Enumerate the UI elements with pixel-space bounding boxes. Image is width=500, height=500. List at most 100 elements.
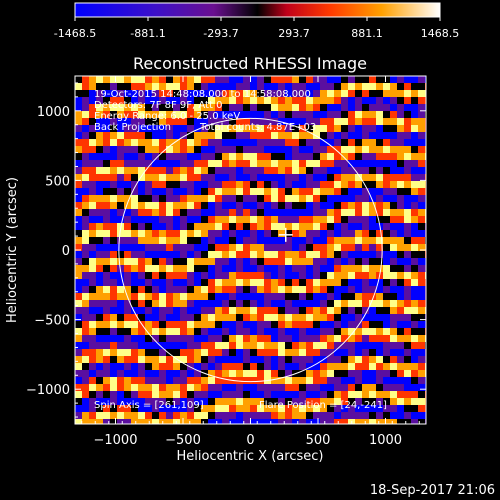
heatmap-cell xyxy=(418,181,426,189)
heatmap-cell xyxy=(397,286,405,294)
heatmap-cell xyxy=(320,97,328,105)
heatmap-cell xyxy=(369,356,377,364)
heatmap-cell xyxy=(124,279,132,287)
heatmap-cell xyxy=(96,419,104,424)
heatmap-cell xyxy=(201,209,209,217)
heatmap-cell xyxy=(159,90,167,98)
heatmap-cell xyxy=(173,167,181,175)
heatmap-cell xyxy=(397,244,405,252)
heatmap-cell xyxy=(75,146,83,154)
heatmap-cell xyxy=(89,349,97,357)
heatmap-cell xyxy=(341,146,349,154)
heatmap-cell xyxy=(362,188,370,196)
heatmap-cell xyxy=(369,146,377,154)
heatmap-cell xyxy=(376,125,384,133)
heatmap-cell xyxy=(383,125,391,133)
heatmap-cell xyxy=(404,363,412,371)
heatmap-cell xyxy=(131,230,139,238)
heatmap-cell xyxy=(180,384,188,392)
heatmap-cell xyxy=(222,90,230,98)
heatmap-cell xyxy=(89,244,97,252)
heatmap-cell xyxy=(341,314,349,322)
heatmap-cell xyxy=(159,412,167,420)
heatmap-cell xyxy=(292,307,300,315)
heatmap-cell xyxy=(257,314,265,322)
heatmap-cell xyxy=(89,188,97,196)
heatmap-cell xyxy=(229,356,237,364)
heatmap-cell xyxy=(180,237,188,245)
heatmap-cell xyxy=(369,111,377,119)
heatmap-cell xyxy=(250,97,258,105)
heatmap-cell xyxy=(327,139,335,147)
heatmap-cell xyxy=(320,272,328,280)
heatmap-cell xyxy=(222,412,230,420)
heatmap-cell xyxy=(355,118,363,126)
heatmap-cell xyxy=(327,202,335,210)
heatmap-cell xyxy=(159,251,167,259)
heatmap-cell xyxy=(131,377,139,385)
heatmap-cell xyxy=(89,132,97,140)
heatmap-cell xyxy=(404,139,412,147)
heatmap-cell xyxy=(397,363,405,371)
heatmap-cell xyxy=(418,300,426,308)
heatmap-cell xyxy=(299,167,307,175)
heatmap-cell xyxy=(201,125,209,133)
heatmap-cell xyxy=(369,398,377,406)
heatmap-cell xyxy=(299,118,307,126)
heatmap-cell xyxy=(103,377,111,385)
heatmap-cell xyxy=(264,314,272,322)
heatmap-cell xyxy=(194,76,202,84)
heatmap-cell xyxy=(201,300,209,308)
heatmap-cell xyxy=(229,230,237,238)
heatmap-cell xyxy=(159,160,167,168)
heatmap-cell xyxy=(257,356,265,364)
heatmap-cell xyxy=(264,209,272,217)
heatmap-cell xyxy=(348,349,356,357)
heatmap-cell xyxy=(117,293,125,301)
heatmap-cell xyxy=(243,132,251,140)
heatmap-cell xyxy=(166,377,174,385)
heatmap-cell xyxy=(159,349,167,357)
heatmap-cell xyxy=(313,272,321,280)
heatmap-cell xyxy=(194,412,202,420)
heatmap-cell xyxy=(362,160,370,168)
heatmap-cell xyxy=(397,237,405,245)
heatmap-cell xyxy=(404,167,412,175)
heatmap-cell xyxy=(355,398,363,406)
heatmap-cell xyxy=(243,314,251,322)
heatmap-cell xyxy=(215,307,223,315)
heatmap-cell xyxy=(397,307,405,315)
heatmap-cell xyxy=(89,251,97,259)
heatmap-cell xyxy=(236,181,244,189)
heatmap-cell xyxy=(208,328,216,336)
heatmap-cell xyxy=(103,398,111,406)
heatmap-cell xyxy=(201,195,209,203)
heatmap-cell xyxy=(215,342,223,350)
heatmap-cell xyxy=(194,230,202,238)
heatmap-cell xyxy=(348,356,356,364)
heatmap-cell xyxy=(397,188,405,196)
heatmap-cell xyxy=(278,258,286,266)
heatmap-cell xyxy=(187,237,195,245)
heatmap-cell xyxy=(362,83,370,91)
heatmap-cell xyxy=(334,174,342,182)
heatmap-cell xyxy=(348,216,356,224)
heatmap-cell xyxy=(397,272,405,280)
heatmap-cell xyxy=(376,342,384,350)
heatmap-cell xyxy=(82,391,90,399)
heatmap-cell xyxy=(313,356,321,364)
heatmap-cell xyxy=(110,384,118,392)
heatmap-cell xyxy=(404,216,412,224)
heatmap-cell xyxy=(215,125,223,133)
heatmap-cell xyxy=(376,244,384,252)
heatmap-cell xyxy=(243,90,251,98)
heatmap-cell xyxy=(75,244,83,252)
heatmap-cell xyxy=(355,377,363,385)
heatmap-cell xyxy=(292,363,300,371)
heatmap-cell xyxy=(166,335,174,343)
heatmap-cell xyxy=(250,321,258,329)
heatmap-cell xyxy=(82,195,90,203)
heatmap-cell xyxy=(306,419,314,424)
heatmap-cell xyxy=(229,293,237,301)
heatmap-cell xyxy=(145,230,153,238)
